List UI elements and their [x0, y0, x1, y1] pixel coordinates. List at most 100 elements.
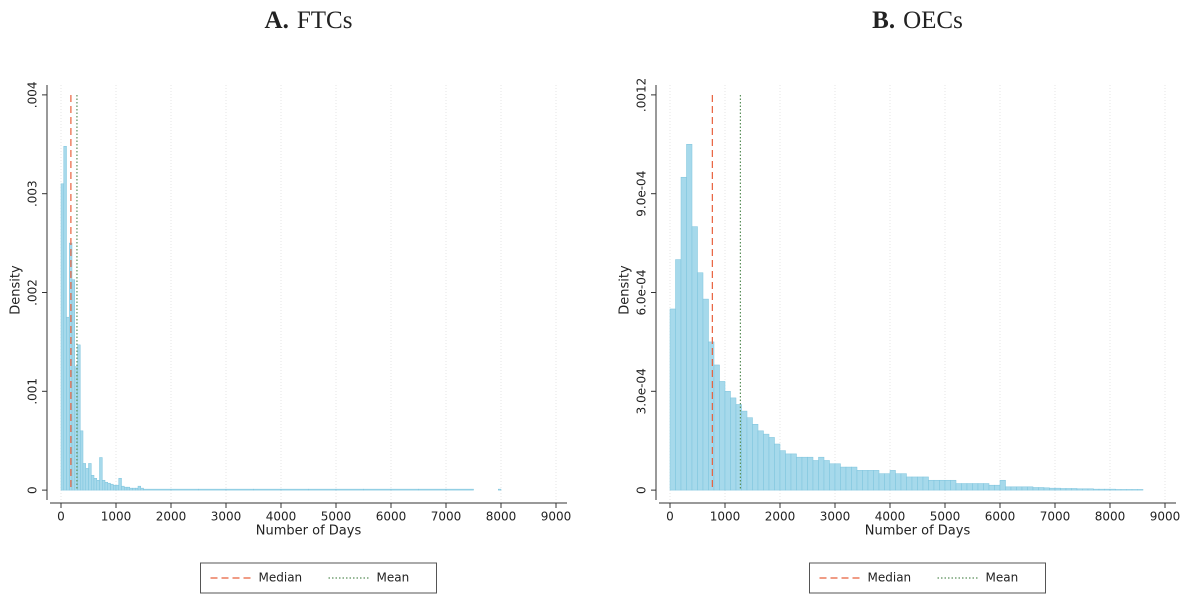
- bar: [878, 473, 885, 491]
- bar: [999, 479, 1006, 491]
- y-tick-label: 9.0e-04: [635, 171, 649, 217]
- bar: [390, 488, 419, 491]
- x-tick-label: 5000: [930, 510, 961, 524]
- legend-box: [200, 562, 437, 594]
- bar: [950, 479, 957, 491]
- bar: [1104, 488, 1111, 491]
- bar: [873, 470, 880, 491]
- bar: [812, 460, 819, 491]
- bar: [977, 483, 984, 491]
- y-tick-label: 0: [635, 486, 649, 494]
- bar: [1005, 486, 1012, 491]
- x-tick-label: 3000: [211, 510, 242, 524]
- bar: [785, 453, 792, 491]
- y-tick-label: .002: [26, 279, 40, 306]
- bar: [702, 298, 709, 491]
- bar: [107, 482, 111, 491]
- title-text: FTCs: [297, 7, 353, 34]
- y-axis-label: Density: [618, 265, 633, 315]
- chart-title: A. FTCs: [265, 7, 353, 34]
- bar: [1038, 487, 1045, 491]
- bar: [91, 475, 95, 491]
- bar: [118, 478, 122, 491]
- bar: [1032, 487, 1039, 491]
- bar: [1087, 488, 1094, 491]
- bar: [972, 483, 979, 491]
- bar: [955, 483, 962, 491]
- bar: [104, 481, 108, 491]
- bar: [498, 488, 502, 491]
- bar: [1054, 487, 1061, 491]
- bar: [680, 176, 687, 491]
- bar: [143, 488, 172, 491]
- bar: [675, 259, 682, 491]
- panel-label: A.: [265, 7, 289, 34]
- bar: [60, 183, 64, 491]
- bar: [746, 417, 753, 491]
- x-tick-label: 8000: [486, 510, 517, 524]
- bar: [933, 479, 940, 491]
- bar: [1109, 488, 1116, 491]
- panel-label: B.: [872, 7, 895, 34]
- y-tick-label: 6.0e-04: [635, 269, 649, 315]
- y-tick-label: 0: [26, 486, 40, 494]
- bar: [102, 479, 106, 491]
- bar: [418, 488, 447, 491]
- bar: [198, 488, 227, 491]
- y-tick-label: .003: [26, 180, 40, 207]
- bar: [917, 476, 924, 491]
- bar: [719, 381, 726, 491]
- bar: [308, 488, 337, 491]
- bar: [851, 466, 858, 491]
- bar: [994, 484, 1001, 491]
- bar: [834, 463, 841, 491]
- bar: [126, 486, 130, 491]
- x-tick-label: 6000: [376, 510, 407, 524]
- bar: [691, 226, 698, 491]
- bar: [900, 473, 907, 491]
- bar: [801, 456, 808, 491]
- bar: [911, 476, 918, 491]
- x-tick-label: 0: [57, 510, 65, 524]
- bar: [686, 144, 693, 491]
- legend-box: [809, 562, 1046, 594]
- x-axis-label: Number of Days: [865, 524, 971, 539]
- bar: [115, 484, 119, 491]
- legend-label: Mean: [377, 571, 410, 585]
- bar: [88, 463, 92, 491]
- y-tick-label: .001: [26, 378, 40, 405]
- bar: [1049, 487, 1056, 491]
- bar: [63, 146, 67, 491]
- x-tick-label: 4000: [875, 510, 906, 524]
- bar: [124, 486, 128, 491]
- title-text: OECs: [903, 7, 963, 34]
- bar: [445, 488, 474, 491]
- bar: [922, 476, 929, 491]
- bar: [796, 456, 803, 491]
- bar: [988, 484, 995, 491]
- bar: [170, 488, 199, 491]
- legend-label: Median: [259, 571, 303, 585]
- bar: [757, 430, 764, 491]
- bar: [906, 476, 913, 491]
- bar: [818, 456, 825, 491]
- bar: [768, 437, 775, 491]
- x-tick-label: 4000: [266, 510, 297, 524]
- bar: [697, 272, 704, 491]
- bar: [85, 468, 89, 491]
- bar: [82, 463, 86, 491]
- x-tick-label: 8000: [1095, 510, 1126, 524]
- bar: [71, 279, 75, 491]
- legend-label: Mean: [986, 571, 1019, 585]
- bar: [335, 488, 364, 491]
- bar: [779, 450, 786, 491]
- x-tick-label: 1000: [101, 510, 132, 524]
- bar: [724, 391, 731, 491]
- bar: [867, 470, 874, 491]
- bar: [1093, 488, 1100, 491]
- bar: [132, 487, 136, 491]
- bar: [741, 410, 748, 491]
- bar: [845, 466, 852, 491]
- bar: [129, 487, 133, 491]
